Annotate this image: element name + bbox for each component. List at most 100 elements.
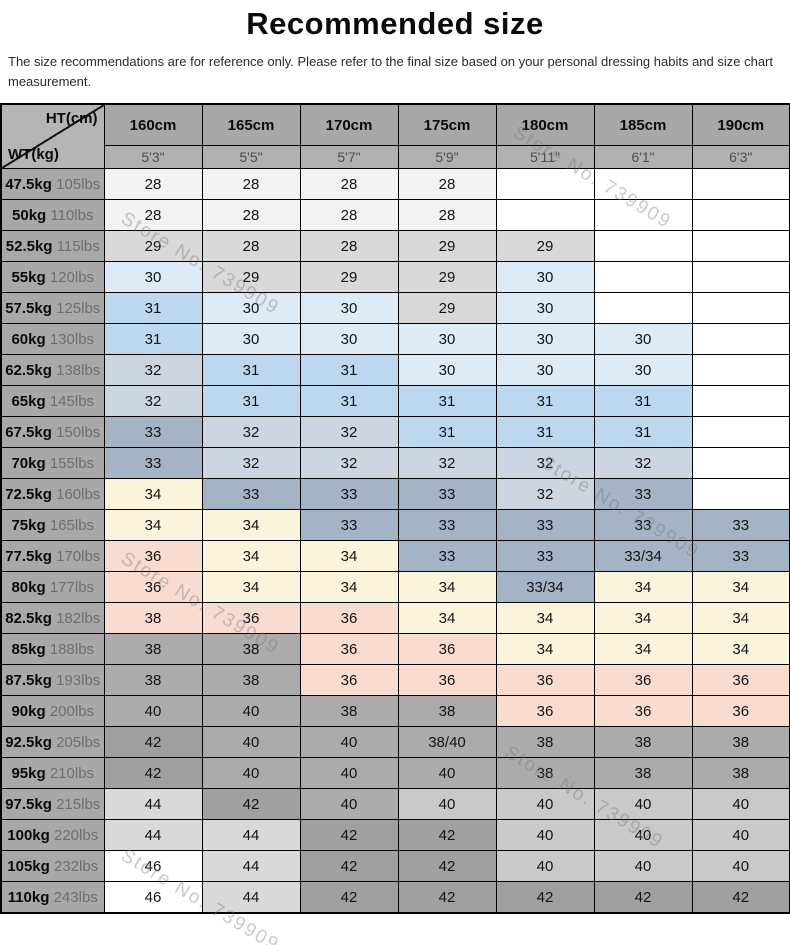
row-header-weight: 47.5kg 105lbs (0, 168, 105, 200)
size-cell: 42 (397, 850, 497, 882)
size-cell: 33 (397, 540, 497, 572)
size-cell: 38 (397, 695, 497, 727)
size-cell: 28 (299, 199, 399, 231)
size-cell: 31 (103, 323, 203, 355)
table-row: 90kg 200lbs 40 40 38 38 36 36 36 (0, 695, 790, 727)
size-cell: 33 (495, 540, 595, 572)
size-cell (691, 447, 790, 479)
size-cell: 36 (299, 664, 399, 696)
row-header-weight: 92.5kg 205lbs (0, 726, 105, 758)
size-cell: 38 (691, 726, 790, 758)
size-cell: 44 (201, 819, 301, 851)
row-header-weight: 60kg 130lbs (0, 323, 105, 355)
size-cell: 30 (397, 323, 497, 355)
size-cell: 29 (397, 292, 497, 324)
size-cell: 38 (299, 695, 399, 727)
size-cell: 36 (691, 695, 790, 727)
size-cell: 32 (103, 354, 203, 386)
size-cell: 29 (299, 261, 399, 293)
size-cell: 32 (495, 478, 595, 510)
size-cell: 34 (495, 602, 595, 634)
row-header-weight: 65kg 145lbs (0, 385, 105, 417)
size-cell: 40 (299, 757, 399, 789)
size-cell: 40 (299, 726, 399, 758)
size-cell: 30 (201, 292, 301, 324)
size-cell: 34 (397, 571, 497, 603)
size-cell: 34 (299, 540, 399, 572)
size-cell: 42 (103, 726, 203, 758)
row-header-weight: 57.5kg 125lbs (0, 292, 105, 324)
size-cell: 44 (201, 881, 301, 914)
size-cell: 28 (299, 168, 399, 200)
size-cell (495, 168, 595, 200)
size-cell: 40 (593, 788, 693, 820)
size-cell: 36 (691, 664, 790, 696)
table-row: 67.5kg 150lbs 33 32 32 31 31 31 (0, 416, 790, 448)
size-cell: 32 (201, 447, 301, 479)
size-cell: 36 (397, 633, 497, 665)
size-cell: 40 (593, 819, 693, 851)
table-row: 52.5kg 115lbs 29 28 28 29 29 (0, 230, 790, 262)
size-cell: 36 (103, 571, 203, 603)
size-cell: 31 (201, 354, 301, 386)
size-cell: 31 (593, 385, 693, 417)
size-cell: 46 (103, 881, 203, 914)
size-cell: 33 (691, 540, 790, 572)
size-cell: 36 (299, 602, 399, 634)
row-header-weight: 62.5kg 138lbs (0, 354, 105, 386)
size-cell: 29 (495, 230, 595, 262)
size-cell (691, 354, 790, 386)
size-cell: 30 (593, 323, 693, 355)
size-cell: 31 (593, 416, 693, 448)
size-cell: 40 (495, 819, 595, 851)
size-cell: 38 (103, 664, 203, 696)
size-cell: 33 (103, 447, 203, 479)
size-cell: 40 (495, 788, 595, 820)
size-cell: 36 (103, 540, 203, 572)
size-cell: 28 (397, 199, 497, 231)
table-row: 77.5kg 170lbs 36 34 34 33 33 33/34 33 (0, 540, 790, 572)
size-cell (593, 168, 693, 200)
size-cell: 30 (299, 292, 399, 324)
size-cell: 42 (397, 819, 497, 851)
size-cell: 29 (103, 230, 203, 262)
row-header-weight: 87.5kg 193lbs (0, 664, 105, 696)
size-cell: 30 (201, 323, 301, 355)
table-row: 50kg 110lbs 28 28 28 28 (0, 199, 790, 231)
table-row: 92.5kg 205lbs 42 40 40 38/40 38 38 38 (0, 726, 790, 758)
size-cell: 30 (495, 323, 595, 355)
size-cell: 40 (201, 695, 301, 727)
row-header-weight: 95kg 210lbs (0, 757, 105, 789)
size-cell: 30 (397, 354, 497, 386)
row-header-weight: 72.5kg 160lbs (0, 478, 105, 510)
col-header-cm: 180cm (495, 103, 595, 146)
size-cell: 34 (593, 602, 693, 634)
size-cell: 34 (593, 571, 693, 603)
col-header-ft: 5'7" (299, 145, 399, 169)
size-cell: 30 (299, 323, 399, 355)
size-cell: 34 (691, 571, 790, 603)
size-cell: 32 (397, 447, 497, 479)
col-header-cm: 165cm (201, 103, 301, 146)
size-cell (691, 478, 790, 510)
size-cell: 29 (201, 261, 301, 293)
size-cell: 29 (397, 230, 497, 262)
col-header-ft: 6'1" (593, 145, 693, 169)
size-cell: 34 (201, 509, 301, 541)
page-title: Recommended size (246, 6, 544, 41)
size-cell: 36 (495, 664, 595, 696)
table-row: 62.5kg 138lbs 32 31 31 30 30 30 (0, 354, 790, 386)
row-header-weight: 77.5kg 170lbs (0, 540, 105, 572)
size-cell: 34 (201, 571, 301, 603)
size-cell: 30 (495, 261, 595, 293)
size-cell: 33/34 (593, 540, 693, 572)
size-cell: 38 (593, 726, 693, 758)
size-cell (691, 199, 790, 231)
size-cell: 31 (495, 385, 595, 417)
col-header-ft: 5'9" (397, 145, 497, 169)
disclaimer-text: The size recommendations are for referen… (8, 54, 774, 89)
size-cell: 44 (103, 819, 203, 851)
size-cell (593, 199, 693, 231)
size-cell: 33 (593, 509, 693, 541)
